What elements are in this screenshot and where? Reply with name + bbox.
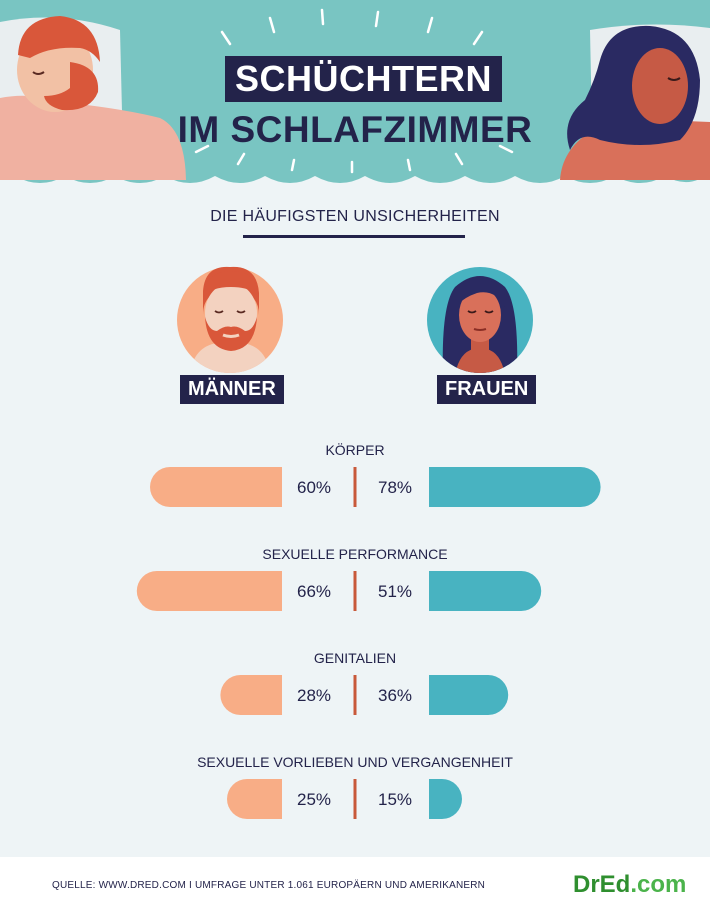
men-value-label: 28% — [297, 686, 331, 705]
women-avatar — [427, 267, 533, 373]
women-value-label: 51% — [378, 582, 412, 601]
women-value-label: 36% — [378, 686, 412, 705]
women-value-label: 78% — [378, 478, 412, 497]
men-value-label: 60% — [297, 478, 331, 497]
men-bar — [150, 467, 282, 507]
women-bar — [429, 779, 462, 819]
center-divider — [353, 467, 357, 507]
category-label: SEXUELLE PERFORMANCE — [262, 546, 447, 562]
burst-lines — [194, 8, 514, 174]
men-label: MÄNNER — [180, 375, 284, 404]
men-value-label: 66% — [297, 582, 331, 601]
category-label: GENITALIEN — [314, 650, 396, 666]
man-shoulder — [0, 95, 186, 180]
man-beard — [44, 62, 99, 111]
dred-logo: DrEd.com — [573, 871, 686, 899]
man-hair — [18, 16, 100, 62]
men-avatar — [177, 266, 283, 373]
men-bar — [136, 571, 282, 611]
men-value-label: 25% — [297, 790, 331, 809]
category-label: SEXUELLE VORLIEBEN UND VERGANGENHEIT — [197, 754, 513, 770]
center-divider — [353, 571, 357, 611]
women-bar — [429, 571, 542, 611]
footer: QUELLE: WWW.DRED.COM I UMFRAGE UNTER 1.0… — [0, 857, 710, 917]
insecurities-chart: KÖRPER 60% 78% SEXUELLE PERFORMANCE 66% 51% GE… — [136, 441, 601, 819]
logo-suffix: .com — [630, 871, 687, 898]
women-bar — [429, 467, 601, 507]
title-line-2: IM SCHLAFZIMMER — [177, 109, 533, 150]
subtitle: DIE HÄUFIGSTEN UNSICHERHEITEN — [210, 208, 500, 225]
center-divider — [353, 675, 357, 715]
logo-main: DrEd — [573, 871, 631, 898]
title-line-1: SCHÜCHTERN — [225, 56, 502, 102]
woman-face — [632, 48, 688, 124]
source-text: QUELLE: WWW.DRED.COM I UMFRAGE UNTER 1.0… — [52, 880, 486, 891]
category-label: KÖRPER — [325, 441, 384, 458]
women-label: FRAUEN — [437, 375, 537, 404]
center-divider — [353, 779, 357, 819]
men-bar — [227, 779, 282, 819]
subtitle-underline — [243, 235, 465, 238]
women-value-label: 15% — [378, 790, 412, 809]
women-bar — [429, 675, 509, 715]
men-bar — [220, 675, 282, 715]
